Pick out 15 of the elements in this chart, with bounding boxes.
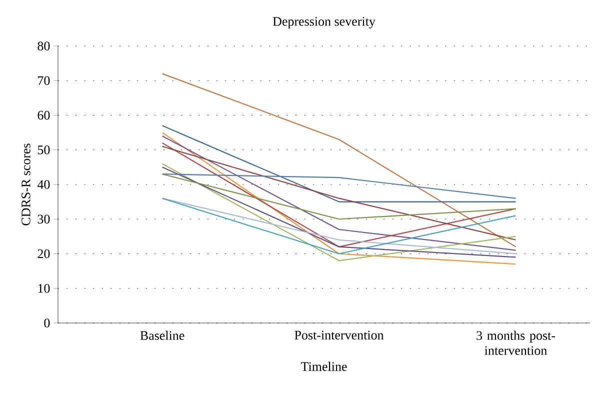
y-tick-label: 70 xyxy=(38,76,50,86)
y-tick-label: 10 xyxy=(38,284,50,293)
x-axis-title: Timeline xyxy=(301,362,347,371)
y-tick-label: 0 xyxy=(44,318,50,328)
y-tick-label: 60 xyxy=(38,110,50,120)
y-tick-label: 30 xyxy=(38,214,50,224)
x-tick-label: Post-intervention xyxy=(294,330,384,340)
x-tick-label: 3 months post-intervention xyxy=(476,330,556,355)
y-tick-label: 50 xyxy=(38,145,50,154)
y-tick-label: 80 xyxy=(38,42,50,50)
x-tick-label: Baseline xyxy=(140,330,184,340)
chart-title: Depression severity xyxy=(272,17,376,28)
y-tick-label: 40 xyxy=(37,180,50,189)
y-tick-label: 20 xyxy=(38,249,50,258)
y-axis-title: CDRS-R scores xyxy=(22,144,30,226)
